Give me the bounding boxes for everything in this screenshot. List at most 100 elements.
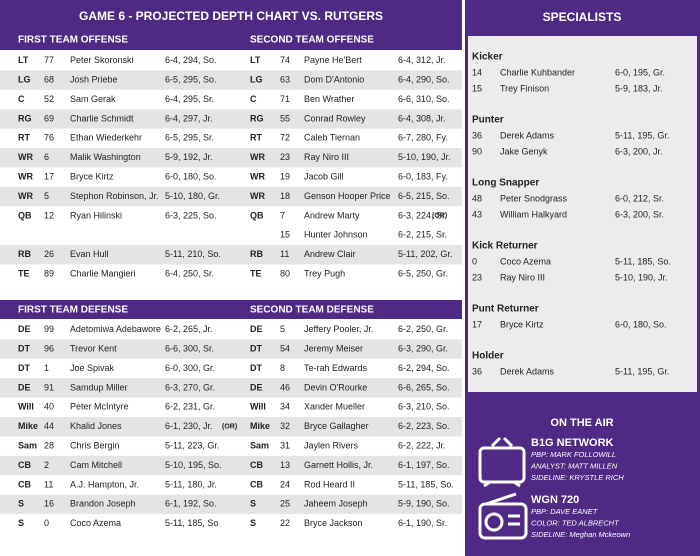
player-name: Bryce Kirtz	[70, 171, 114, 181]
player-name: Josh Priebe	[70, 74, 118, 84]
player-info: 5-11, 210, So.	[165, 249, 221, 259]
player-name: Ray Niro III	[304, 152, 349, 162]
jersey-number: 72	[280, 133, 290, 143]
jersey-number: 76	[44, 133, 54, 143]
position: QB	[18, 210, 32, 220]
player-name: Garnett Hollis, Jr.	[304, 460, 373, 470]
player-info: 5-9, 192, Jr.	[165, 152, 213, 162]
player-info: 5-11, 180, Jr.	[165, 479, 217, 489]
player-info: 6-0, 180, So.	[615, 319, 667, 329]
player-name: Dom D'Antonio	[304, 74, 364, 84]
player-name: Trey Finison	[500, 83, 549, 93]
jersey-number: 11	[44, 479, 53, 489]
player-name: Cam Mitchell	[70, 460, 122, 470]
player-name: Trevor Kent	[70, 343, 117, 353]
player-info: 6-3, 210, So.	[398, 402, 450, 412]
jersey-number: 91	[44, 382, 54, 392]
jersey-number: 77	[44, 55, 54, 65]
position: RB	[250, 249, 263, 259]
position: CB	[250, 479, 263, 489]
page-title: GAME 6 - PROJECTED DEPTH CHART VS. RUTGE…	[79, 9, 383, 23]
row-stripe	[0, 245, 462, 265]
group-label: Kicker	[472, 52, 503, 63]
jersey-number: 23	[280, 152, 290, 162]
player-info: 6-4, 308, Jr.	[398, 113, 446, 123]
player-info: 5-11, 223, Gr.	[165, 440, 219, 450]
position: RG	[250, 113, 264, 123]
player-info: 6-4, 294, So.	[165, 55, 217, 65]
jersey-number: 0	[472, 256, 477, 266]
player-name: Derek Adams	[500, 130, 555, 140]
player-info: 5-10, 190, Jr.	[398, 152, 451, 162]
player-info: 5-9, 183, Jr.	[615, 83, 663, 93]
jersey-number: 23	[472, 272, 482, 282]
jersey-number: 22	[280, 518, 290, 528]
jersey-number: 55	[280, 113, 290, 123]
jersey-number: 46	[280, 382, 290, 392]
player-name: Hunter Johnson	[304, 230, 368, 240]
player-name: Xander Mueller	[304, 402, 365, 412]
broadcaster: PBP: DAVE EANET	[531, 507, 599, 516]
player-info: 6-1, 192, So.	[165, 499, 217, 509]
player-name: Evan Hull	[70, 249, 109, 259]
player-name: Ben Wrather	[304, 94, 354, 104]
player-info: 6-6, 265, So.	[398, 382, 450, 392]
player-info: 6-4, 250, Sr.	[165, 268, 214, 278]
player-name: Samdup Miller	[70, 382, 128, 392]
player-info: 6-2, 215, Sr.	[398, 230, 447, 240]
jersey-number: 26	[44, 249, 54, 259]
specialists-panel	[468, 36, 697, 392]
jersey-number: 8	[280, 363, 285, 373]
position: C	[18, 94, 25, 104]
player-name: Trey Pugh	[304, 268, 345, 278]
jersey-number: 6	[44, 152, 49, 162]
position: DE	[18, 324, 31, 334]
player-name: Ethan Wiederkehr	[70, 133, 142, 143]
player-name: Payne He'Bert	[304, 55, 362, 65]
player-info: 6-5, 295, Sr.	[165, 133, 214, 143]
station-name: B1G NETWORK	[531, 437, 614, 449]
player-name: Peter McIntyre	[70, 402, 129, 412]
row-stripe	[0, 378, 462, 398]
row-stripe	[0, 186, 462, 207]
row-stripe	[0, 148, 462, 168]
player-name: Joe Spivak	[70, 363, 115, 373]
section-heading: SECOND TEAM DEFENSE	[250, 305, 374, 316]
jersey-number: 5	[44, 191, 49, 201]
player-info: 6-2, 231, Gr.	[165, 402, 215, 412]
player-info: 5-11, 195, Gr.	[615, 366, 669, 376]
position: Sam	[18, 440, 37, 450]
player-info: 6-1, 230, Jr.	[165, 421, 213, 431]
broadcaster: PBP: MARK FOLLOWILL	[531, 450, 616, 459]
player-name: Te-rah Edwards	[304, 363, 368, 373]
player-info: 6-0, 195, Gr.	[615, 67, 665, 77]
section-heading: FIRST TEAM DEFENSE	[18, 305, 128, 316]
position: WR	[18, 171, 33, 181]
player-name: Jaylen Rivers	[304, 440, 359, 450]
jersey-number: 80	[280, 268, 290, 278]
player-name: Jacob Gill	[304, 171, 344, 181]
player-info: 6-7, 280, Fy.	[398, 133, 448, 143]
player-info: 6-0, 212, Sr.	[615, 193, 664, 203]
section-heading: SECOND TEAM OFFENSE	[250, 35, 374, 46]
header-band	[0, 0, 462, 50]
jersey-number: 69	[44, 113, 54, 123]
group-label: Kick Returner	[472, 241, 538, 252]
player-info: 5-11, 185, So	[165, 518, 218, 528]
player-info: 6-2, 223, So.	[398, 421, 450, 431]
player-info: 6-2, 222, Jr.	[398, 440, 446, 450]
jersey-number: 89	[44, 268, 54, 278]
player-name: Coco Azema	[70, 518, 121, 528]
position: CB	[18, 460, 31, 470]
position: LT	[250, 55, 261, 65]
jersey-number: 52	[44, 94, 54, 104]
player-info: 6-1, 190, Sr.	[398, 518, 447, 528]
jersey-number: 17	[44, 171, 54, 181]
position: CB	[18, 479, 31, 489]
position: DE	[250, 324, 263, 334]
player-name: Coco Azema	[500, 256, 551, 266]
player-name: Charlie Kuhbander	[500, 67, 575, 77]
player-info: 6-3, 200, Sr.	[615, 209, 664, 219]
jersey-number: 18	[280, 191, 290, 201]
